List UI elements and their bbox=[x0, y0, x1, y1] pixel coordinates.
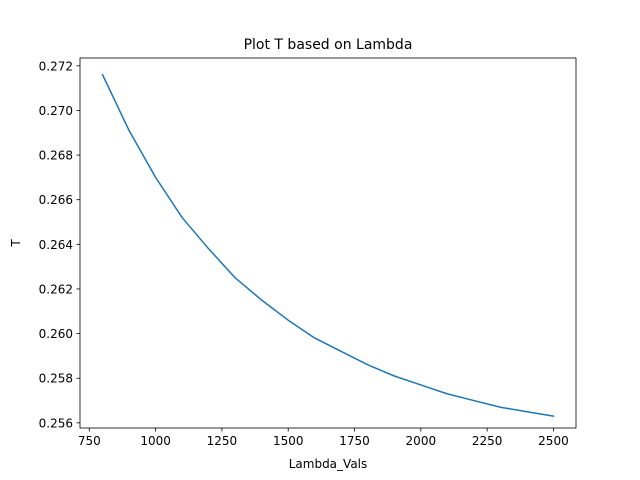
series-line-0 bbox=[101, 73, 555, 418]
y-tick-label: 0.262 bbox=[39, 282, 73, 296]
y-tick-label: 0.272 bbox=[39, 59, 73, 73]
x-tick-label: 2000 bbox=[406, 434, 437, 448]
plot-area bbox=[80, 58, 576, 428]
x-axis-label: Lambda_Vals bbox=[289, 457, 368, 471]
x-tick-label: 1750 bbox=[339, 434, 370, 448]
x-axis: 750 1000 1250 1500 1750 2000 2250 2500 bbox=[78, 428, 569, 448]
chart-title: Plot T based on Lambda bbox=[244, 37, 413, 53]
y-tick-label: 0.258 bbox=[39, 372, 73, 386]
y-tick-label: 0.264 bbox=[39, 238, 73, 252]
y-tick-label: 0.268 bbox=[39, 149, 73, 163]
x-tick-label: 1250 bbox=[207, 434, 238, 448]
x-tick-label: 2250 bbox=[472, 434, 503, 448]
x-tick-label: 1500 bbox=[273, 434, 304, 448]
x-tick-label: 750 bbox=[78, 434, 101, 448]
x-tick-label: 1000 bbox=[140, 434, 171, 448]
y-tick-label: 0.260 bbox=[39, 327, 73, 341]
plot-frame bbox=[79, 57, 577, 429]
y-tick-label: 0.266 bbox=[39, 193, 73, 207]
x-tick-label: 2500 bbox=[538, 434, 569, 448]
y-tick-label: 0.256 bbox=[39, 416, 73, 430]
y-axis: 0.256 0.258 0.260 0.262 0.264 0.266 0.268 0.270… bbox=[39, 59, 80, 430]
y-tick-label: 0.270 bbox=[39, 104, 73, 118]
series-layer bbox=[101, 73, 555, 418]
y-axis-label: T bbox=[9, 239, 23, 248]
